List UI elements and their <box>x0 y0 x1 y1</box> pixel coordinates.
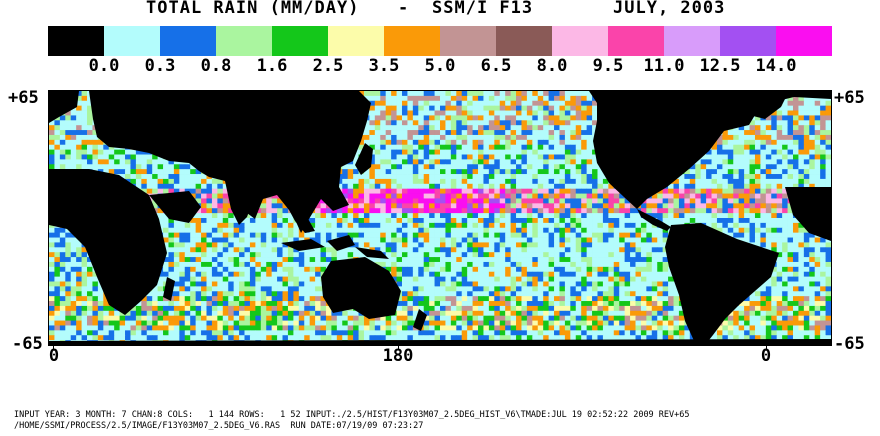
legend-tick-11: 12.5 <box>699 56 741 76</box>
north-america <box>589 91 831 209</box>
antarctica <box>49 339 831 345</box>
lat-label-south-left: -65 <box>12 334 43 354</box>
legend-swatch-12 <box>720 26 776 56</box>
title-instrument: SSM/I F13 <box>432 0 534 18</box>
legend-swatch-0 <box>48 26 104 56</box>
new-zealand <box>413 309 427 331</box>
legend-swatch-5 <box>328 26 384 56</box>
legend-swatch-7 <box>440 26 496 56</box>
arabia <box>149 191 201 223</box>
legend-tick-8: 8.0 <box>536 56 568 76</box>
color-scale-ticks: 0.0 0.3 0.8 1.6 2.5 3.5 5.0 6.5 8.0 9.5 11.0 12.5 14… <box>0 56 880 78</box>
legend-swatch-9 <box>552 26 608 56</box>
map-title: TOTAL RAIN (MM/DAY) - SSM/I F13 JULY, 20… <box>0 0 880 22</box>
legend-tick-5: 3.5 <box>368 56 400 76</box>
legend-swatch-11 <box>664 26 720 56</box>
africa-east <box>785 187 831 241</box>
legend-tick-2: 0.8 <box>200 56 232 76</box>
central-america <box>637 209 671 231</box>
legend-tick-3: 1.6 <box>256 56 288 76</box>
lon-label-0-left: 0 <box>48 346 60 366</box>
legend-swatch-6 <box>384 26 440 56</box>
south-america <box>665 223 779 345</box>
lat-label-north-right: +65 <box>834 88 865 108</box>
legend-tick-6: 5.0 <box>424 56 456 76</box>
rain-map-canvas <box>49 91 831 345</box>
australia <box>321 257 401 319</box>
legend-swatch-1 <box>104 26 160 56</box>
indian-subcontinent <box>225 181 255 225</box>
legend-tick-10: 11.0 <box>643 56 685 76</box>
japan <box>355 143 373 175</box>
legend-swatch-13 <box>776 26 832 56</box>
legend-swatch-3 <box>216 26 272 56</box>
title-date: JULY, 2003 <box>613 0 726 18</box>
lon-label-0-right: 0 <box>760 346 772 366</box>
title-separator: - <box>398 0 410 18</box>
legend-swatch-4 <box>272 26 328 56</box>
lon-tick-0-right <box>766 344 767 350</box>
lon-label-180: 180 <box>382 346 414 366</box>
legend-swatch-2 <box>160 26 216 56</box>
footer-line-1: INPUT YEAR: 3 MONTH: 7 CHAN:8 COLS: 1 14… <box>14 410 690 420</box>
lon-tick-180 <box>398 344 399 350</box>
greenland <box>717 91 789 119</box>
legend-tick-7: 6.5 <box>480 56 512 76</box>
title-label: TOTAL RAIN (MM/DAY) <box>146 0 360 18</box>
footer-line-2: /HOME/SSMI/PROCESS/2.5/IMAGE/F13Y03M07_2… <box>14 421 424 431</box>
lon-tick-0-left <box>53 344 54 350</box>
eurasia-west <box>49 91 79 123</box>
metadata-footer: INPUT YEAR: 3 MONTH: 7 CHAN:8 COLS: 1 14… <box>14 410 690 432</box>
legend-tick-0: 0.0 <box>88 56 120 76</box>
rain-map <box>48 90 832 346</box>
legend-tick-12: 14.0 <box>755 56 797 76</box>
madagascar <box>163 277 175 301</box>
legend-swatch-8 <box>496 26 552 56</box>
southeast-asia <box>281 195 315 233</box>
legend-tick-9: 9.5 <box>592 56 624 76</box>
legend-swatch-10 <box>608 26 664 56</box>
lat-label-north-left: +65 <box>8 88 39 108</box>
europe-asia <box>89 91 371 233</box>
africa-west <box>49 169 167 315</box>
land-masses <box>49 91 831 345</box>
legend-tick-1: 0.3 <box>144 56 176 76</box>
indonesia <box>281 235 389 259</box>
lat-label-south-right: -65 <box>834 334 865 354</box>
color-scale-legend <box>48 26 832 56</box>
legend-tick-4: 2.5 <box>312 56 344 76</box>
